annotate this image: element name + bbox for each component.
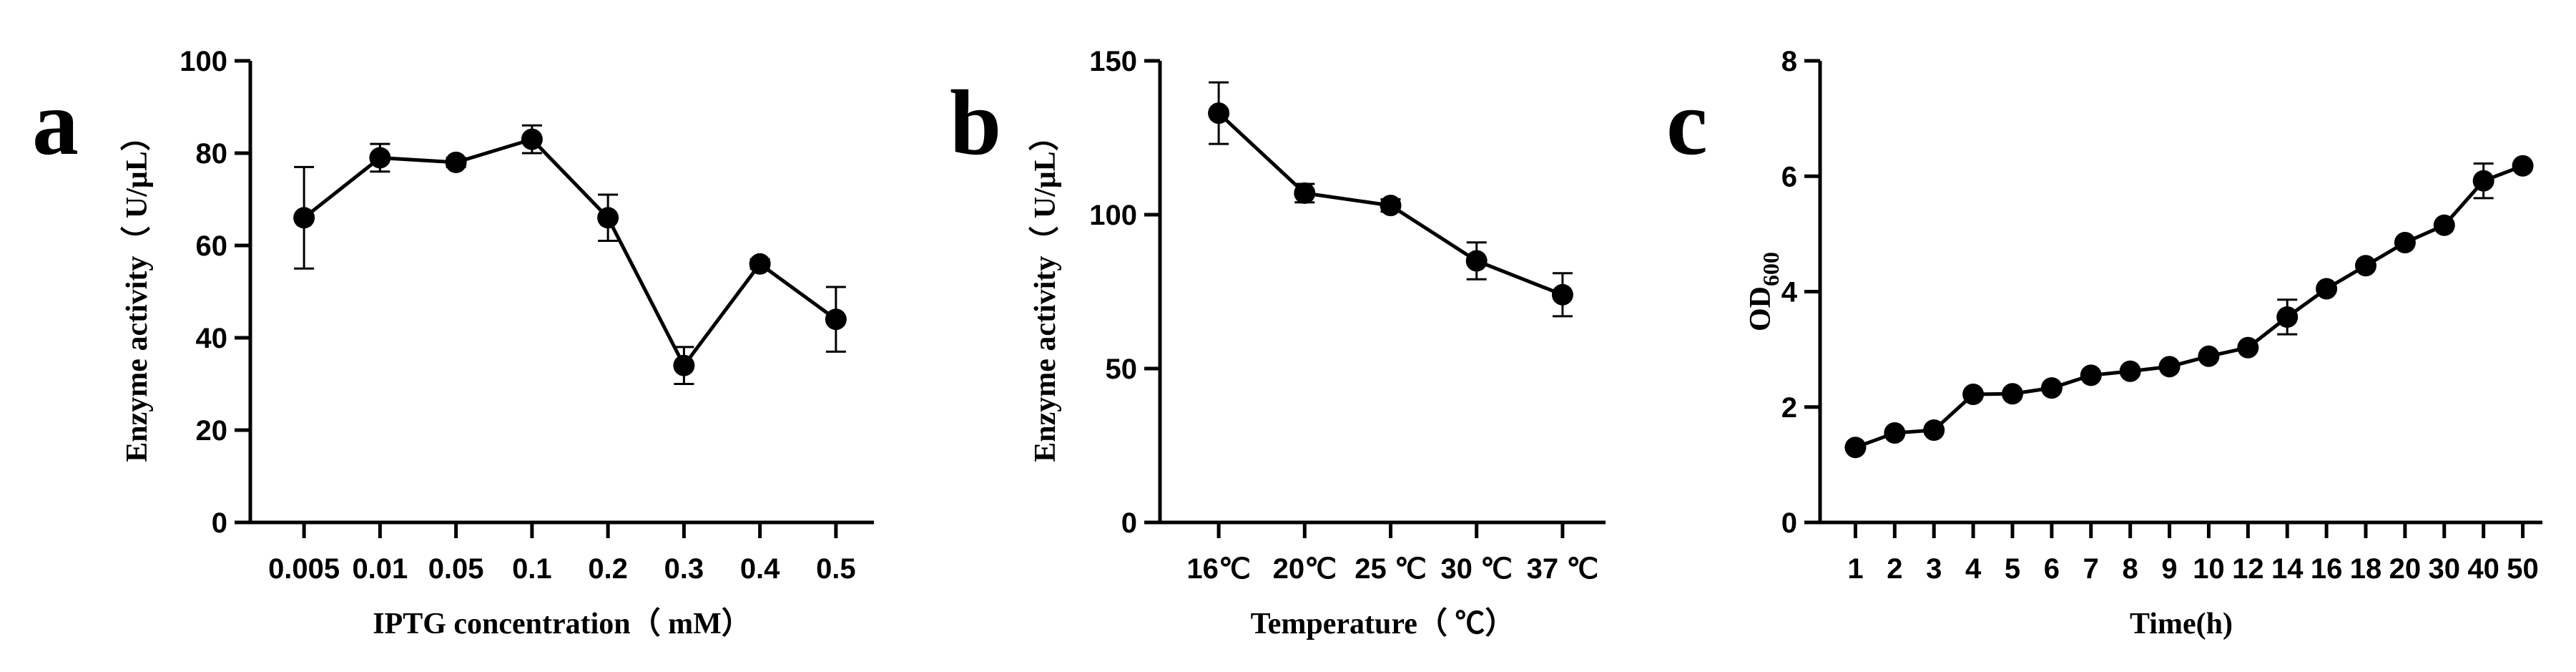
x-tick-label: 14 xyxy=(2271,553,2304,585)
data-point xyxy=(673,354,695,376)
data-point xyxy=(521,128,543,150)
y-tick-label: 2 xyxy=(1781,392,1797,424)
data-point xyxy=(2512,155,2534,177)
data-point xyxy=(825,308,847,331)
y-axis-title-subscript: 600 xyxy=(1758,252,1784,286)
panel-letter: c xyxy=(1666,72,1708,175)
data-point xyxy=(749,253,771,275)
data-point xyxy=(2316,278,2338,300)
series-line xyxy=(1854,164,2524,449)
x-tick-label: 3 xyxy=(1926,553,1942,585)
series-line xyxy=(303,137,837,369)
data-point xyxy=(2198,345,2220,367)
data-point xyxy=(1465,250,1488,272)
x-tick-label: 4 xyxy=(1965,553,1982,585)
x-tick-label: 37 ℃ xyxy=(1527,553,1599,585)
y-axis-title: Enzyme activity（ U/μL） xyxy=(1028,121,1062,462)
y-tick-label: 60 xyxy=(196,230,228,262)
panel-letter: b xyxy=(950,72,1001,175)
x-tick-label: 30 ℃ xyxy=(1440,553,1513,585)
x-axis-title: Temperature（ ℃） xyxy=(1251,607,1515,641)
y-tick-label: 0 xyxy=(1121,507,1137,539)
data-point xyxy=(2472,170,2494,192)
x-tick-label: 20 xyxy=(2389,553,2422,585)
x-tick-label: 0.4 xyxy=(740,553,780,585)
x-axis-title: Time(h) xyxy=(2130,608,2233,641)
x-tick-label: 8 xyxy=(2123,553,2138,585)
data-point xyxy=(2040,377,2063,399)
data-point xyxy=(445,151,467,173)
x-tick-label: 50 xyxy=(2507,553,2539,585)
x-tick-label: 30 xyxy=(2429,553,2461,585)
y-tick-label: 4 xyxy=(1781,277,1798,308)
x-tick-label: 16℃ xyxy=(1186,553,1250,585)
y-tick-label: 6 xyxy=(1781,161,1797,193)
y-tick-label: 0 xyxy=(1781,507,1797,539)
x-tick-label: 25 ℃ xyxy=(1355,553,1427,585)
x-tick-label: 9 xyxy=(2161,553,2177,585)
data-point xyxy=(2394,231,2416,253)
x-tick-label: 16 xyxy=(2311,553,2343,585)
data-point xyxy=(2355,255,2376,277)
y-axis-title: Enzyme activity（ U/μL） xyxy=(120,121,154,462)
data-point xyxy=(1844,437,1867,459)
data-point xyxy=(2002,383,2023,405)
data-point xyxy=(2433,214,2455,236)
x-tick-label: 18 xyxy=(2350,553,2382,585)
x-tick-label: 2 xyxy=(1887,553,1902,585)
x-tick-label: 0.5 xyxy=(816,553,856,585)
data-point xyxy=(1208,102,1230,125)
x-tick-label: 7 xyxy=(2083,553,2099,585)
y-tick-label: 100 xyxy=(180,46,227,77)
x-tick-label: 1 xyxy=(1847,553,1863,585)
x-tick-label: 0.005 xyxy=(268,553,340,585)
data-point xyxy=(293,207,315,229)
x-tick-label: 20℃ xyxy=(1273,553,1337,585)
y-tick-label: 8 xyxy=(1781,46,1797,77)
x-tick-label: 10 xyxy=(2193,553,2225,585)
x-tick-label: 5 xyxy=(2005,553,2020,585)
y-tick-label: 0 xyxy=(212,507,227,539)
x-axis-title: IPTG concentration（ mM） xyxy=(373,607,752,641)
data-point xyxy=(1962,384,1985,406)
x-tick-label: 0.1 xyxy=(512,553,552,585)
data-point xyxy=(2276,306,2299,328)
data-point xyxy=(1380,195,1402,217)
y-axis-title-main: OD xyxy=(1744,286,1777,331)
data-point xyxy=(2119,360,2141,382)
panel-letter: a xyxy=(32,72,79,175)
y-tick-label: 150 xyxy=(1089,46,1137,77)
data-point xyxy=(2237,336,2259,359)
y-axis-title: OD600 xyxy=(1744,252,1784,331)
y-tick-label: 40 xyxy=(196,323,228,354)
data-point xyxy=(597,207,619,229)
y-tick-label: 80 xyxy=(196,138,228,170)
x-tick-label: 40 xyxy=(2467,553,2499,585)
y-tick-label: 50 xyxy=(1106,354,1138,385)
data-point xyxy=(2080,364,2102,386)
x-tick-label: 0.3 xyxy=(664,553,704,585)
data-point xyxy=(1294,182,1316,204)
panel-b: b 0 50 100 150 16℃ 20℃ 25 ℃ 30 ℃ 37 ℃ Temperature（… xyxy=(950,46,1606,641)
x-tick-label: 0.05 xyxy=(428,553,484,585)
data-point xyxy=(1551,283,1573,306)
y-tick-label: 20 xyxy=(196,415,228,447)
x-tick-label: 0.01 xyxy=(352,553,408,585)
data-point xyxy=(1923,419,1945,441)
data-point xyxy=(369,147,391,169)
panel-a: a 0 20 40 60 80 100 0.005 0.01 0.05 0.1 0.2 0.3 0.4 0.… xyxy=(32,46,874,641)
data-point xyxy=(1884,422,1906,444)
x-tick-label: 0.2 xyxy=(588,553,628,585)
data-point xyxy=(2158,356,2181,378)
x-tick-label: 12 xyxy=(2232,553,2264,585)
x-tick-label: 6 xyxy=(2044,553,2060,585)
y-tick-label: 100 xyxy=(1089,200,1137,231)
